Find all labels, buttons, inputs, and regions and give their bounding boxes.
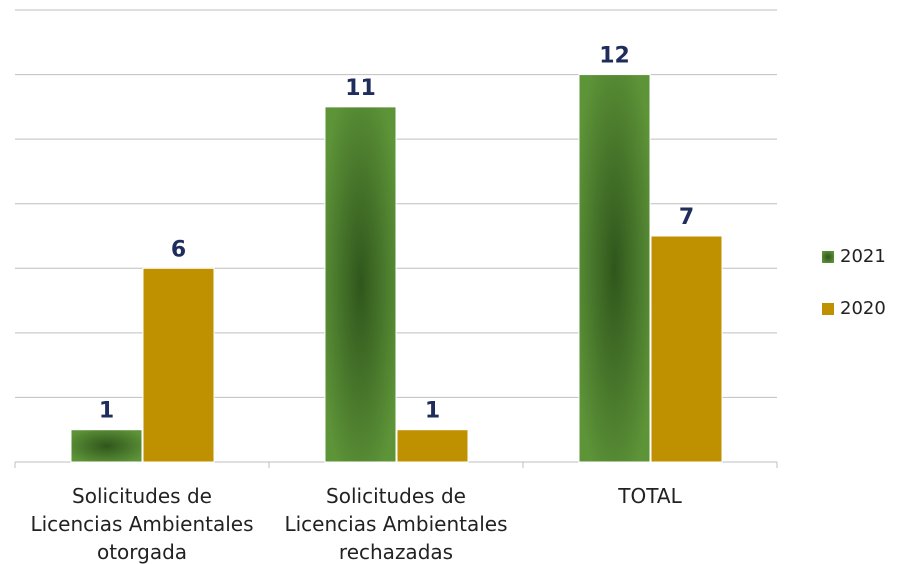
legend-swatch (822, 303, 834, 315)
bar (324, 106, 397, 463)
bar (70, 429, 143, 463)
value-label: 12 (599, 44, 630, 69)
bar (142, 267, 215, 463)
legend-swatch (822, 251, 834, 263)
bar (650, 235, 723, 463)
value-label: 7 (679, 205, 694, 230)
x-tick-label: Solicitudes de Licencias Ambientales oto… (30, 484, 254, 564)
value-label: 6 (171, 237, 186, 262)
value-label: 11 (345, 76, 376, 101)
legend-label: 2020 (840, 298, 886, 319)
value-label: 1 (425, 399, 440, 424)
bar (396, 429, 469, 463)
bar (578, 74, 651, 463)
value-label: 1 (99, 399, 114, 424)
x-tick-label: TOTAL (618, 484, 682, 508)
x-tick-label: Solicitudes de Licencias Ambientales rec… (284, 484, 508, 564)
legend-label: 2021 (840, 246, 886, 267)
